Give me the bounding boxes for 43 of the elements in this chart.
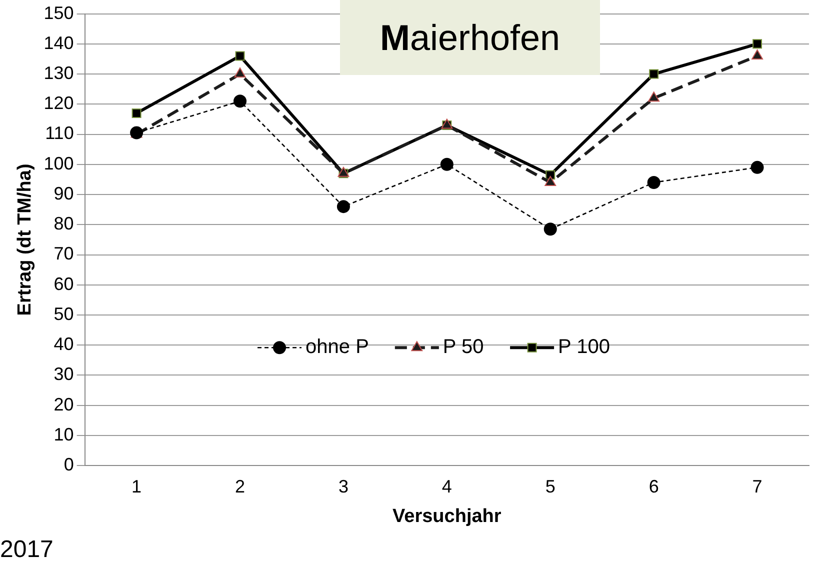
- y-tick-label: 80: [54, 214, 74, 234]
- y-tick-label: 130: [44, 63, 74, 84]
- point: [234, 68, 246, 78]
- point: [544, 222, 557, 236]
- y-tick-label: 70: [54, 244, 74, 264]
- point: [648, 92, 660, 102]
- point: [132, 108, 142, 118]
- y-axis-title: Ertrag (dt TM/ha): [14, 164, 36, 316]
- x-tick-label: 6: [648, 476, 659, 496]
- y-tick-label: 110: [45, 123, 74, 144]
- x-axis-title: Versuchjahr: [392, 506, 502, 527]
- y-tick-label: 0: [64, 454, 74, 475]
- y-tick-label: 90: [54, 183, 74, 204]
- y-tick-label: 100: [44, 153, 74, 174]
- y-tick-label: 30: [54, 364, 74, 384]
- point: [647, 176, 660, 189]
- x-tick-label: 1: [132, 476, 142, 496]
- legend-label: P 100: [558, 336, 610, 358]
- y-tick-label: 150: [44, 2, 74, 23]
- x-tick-label: 5: [545, 476, 556, 496]
- x-tick-label: 7: [752, 476, 762, 496]
- x-tick-label: 4: [442, 476, 452, 496]
- y-tick-label: 10: [54, 424, 74, 444]
- text: 2017: [0, 536, 54, 562]
- legend-label: ohne P: [306, 336, 369, 358]
- point: [336, 200, 350, 214]
- y-tick-label: 40: [54, 334, 74, 354]
- x-tick-label: 3: [338, 476, 348, 496]
- point: [750, 160, 764, 174]
- y-tick-label: 50: [54, 304, 74, 324]
- point: [752, 39, 762, 49]
- y-tick-label: 60: [54, 274, 74, 294]
- point: [235, 51, 245, 61]
- point: [752, 49, 763, 60]
- y-tick-label: 140: [44, 32, 74, 53]
- point: [440, 158, 454, 171]
- chart-title: Maierhofen: [340, 0, 600, 75]
- y-tick-label: 120: [44, 93, 74, 114]
- point: [234, 94, 247, 108]
- point: [649, 69, 659, 79]
- legend-label: P 50: [442, 336, 484, 358]
- y-tick-label: 20: [54, 394, 74, 414]
- x-tick-label: 2: [235, 476, 246, 496]
